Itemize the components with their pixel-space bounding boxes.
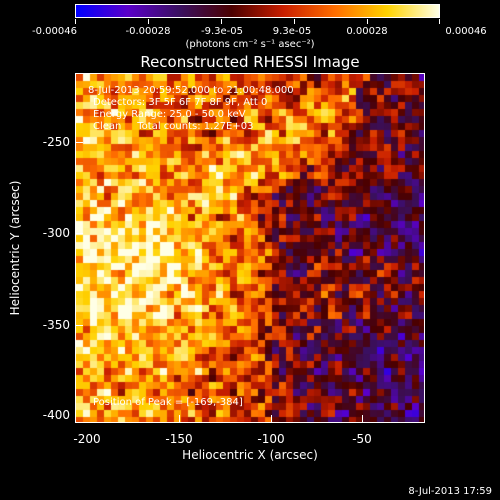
colorbar-tick-label: -0.00046 [32,26,77,37]
colorbar-tickmark [439,19,440,24]
colorbar-tick-label: -9.3e-05 [201,26,243,37]
y-tickmark [75,233,83,234]
colorbar-units-label: (photons cm⁻² s⁻¹ asec⁻²) [185,39,315,50]
flux-heatmap [76,74,424,422]
image-plot[interactable] [75,73,425,423]
colorbar-tick-label: 9.3e-05 [272,26,312,37]
timestamp: 8-Jul-2013 17:59 [408,486,492,497]
x-axis-label: Heliocentric X (arcsec) [182,448,318,462]
x-tickmark [179,415,180,423]
colorbar-tick-label: 0.00046 [445,26,487,37]
peak-position-label: Position of Peak = [-169,-384] [93,397,243,408]
y-tickmark [75,325,83,326]
y-tick-label: -350 [42,318,70,332]
info-energy-range: Energy Range: 25.0 - 50.0 keV [93,109,246,120]
info-clean-counts: Clean Total counts: 1.27E+03 [93,121,254,132]
y-tick-label: -400 [42,408,70,422]
colorbar-tick-label: -0.00028 [125,26,171,37]
x-tickmark [271,415,272,423]
x-tick-label: -50 [352,432,372,446]
colorbar-tickmark [75,19,76,24]
colorbar-tick-label: 0.00028 [346,26,388,37]
y-tick-label: -300 [42,226,70,240]
y-tickmark [75,142,83,143]
colorbar-tickmark [221,19,222,24]
x-tickmark [362,415,363,423]
x-tick-label: -100 [257,432,285,446]
colorbar-tickmark [294,19,295,24]
colorbar [75,4,440,18]
colorbar-tickmark [148,19,149,24]
info-time-range: 8-Jul-2013 20:59:52.000 to 21:00:48.000 [88,85,294,96]
image-title: Reconstructed RHESSI Image [140,53,360,71]
x-tick-label: -150 [165,432,193,446]
y-axis-label: Heliocentric Y (arcsec) [8,180,22,316]
info-detectors: Detectors: 3F 5F 6F 7F 8F 9F, Att 0 [93,97,268,108]
y-tick-label: -250 [42,135,70,149]
x-tick-label: -200 [73,432,101,446]
colorbar-tickmark [367,19,368,24]
